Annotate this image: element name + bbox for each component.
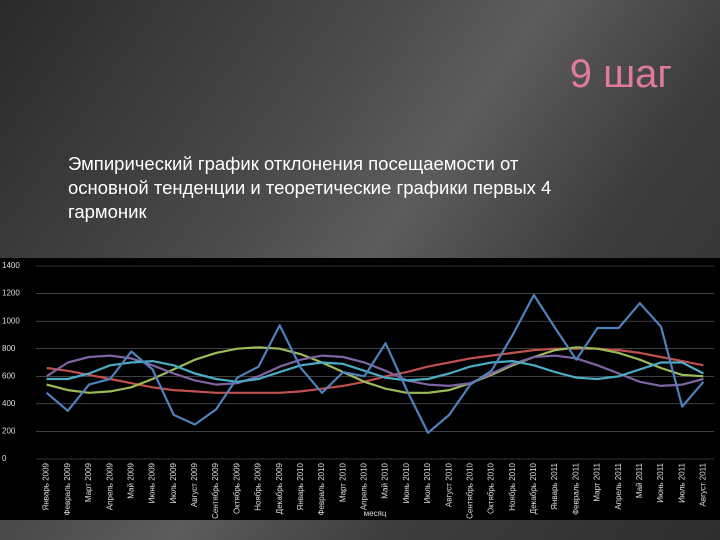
x-tick-label: Сентябрь 2009 (211, 462, 220, 518)
series-line (45, 293, 705, 434)
x-tick-label: Май 2009 (126, 462, 135, 498)
y-tick-label: 200 (2, 427, 16, 436)
x-tick-label: Июль 2010 (423, 462, 432, 503)
subtitle-line: Эмпирический график отклонения посещаемо… (68, 153, 519, 174)
x-tick-label: Ноябрь 2009 (254, 462, 263, 510)
x-tick-label: Июнь 2011 (656, 462, 665, 502)
x-tick-label: Март 2010 (338, 462, 347, 502)
y-tick-label: 800 (2, 344, 16, 353)
x-tick-label: Февраль 2010 (317, 462, 326, 515)
x-tick-label: Сентябрь 2010 (465, 462, 474, 518)
subtitle-line: гармоник (68, 201, 147, 222)
x-tick-label: Январь 2009 (42, 462, 51, 510)
x-tick-label: Май 2011 (635, 462, 644, 498)
x-tick-label: Апрель 2009 (105, 462, 114, 510)
subtitle-line: основной тенденции и теоретические графи… (68, 177, 552, 198)
y-tick-label: 1000 (2, 316, 20, 325)
x-tick-label: Октябрь 2010 (487, 462, 496, 514)
x-tick-label: Декабрь 2009 (275, 462, 284, 514)
x-tick-label: Май 2010 (381, 462, 390, 498)
x-tick-label: Июль 2011 (677, 462, 686, 502)
x-tick-label: Ноябрь 2010 (508, 462, 517, 510)
y-tick-label: 0 (2, 454, 7, 463)
x-tick-label: Август 2011 (699, 462, 708, 506)
x-tick-label: Июнь 2010 (402, 462, 411, 503)
x-tick-label: Июнь 2009 (148, 462, 157, 503)
x-tick-label: Январь 2010 (296, 462, 305, 510)
x-tick-label: Июль 2009 (169, 462, 178, 503)
series-line (46, 360, 704, 383)
x-tick-label: Апрель 2011 (614, 462, 623, 509)
x-tick-label: Февраль 2009 (63, 462, 72, 515)
x-tick-label: Январь 2011 (550, 462, 559, 509)
x-tick-label: Декабрь 2010 (529, 462, 538, 514)
y-tick-label: 1400 (2, 261, 20, 270)
x-tick-label: Февраль 2011 (571, 462, 580, 514)
y-tick-label: 600 (2, 371, 16, 380)
x-tick-label: Март 2009 (84, 462, 93, 502)
x-tick-label: Март 2011 (593, 462, 602, 501)
x-tick-label: Апрель 2010 (360, 462, 369, 510)
y-tick-label: 1200 (2, 289, 20, 298)
x-tick-label: Август 2010 (444, 462, 453, 507)
series-line (45, 354, 704, 387)
subtitle: Эмпирический график отклонения посещаемо… (68, 152, 551, 224)
y-tick-label: 400 (2, 399, 16, 408)
x-axis-title: месяц (364, 509, 387, 518)
x-tick-label: Август 2009 (190, 462, 199, 507)
x-tick-label: Октябрь 2009 (232, 462, 241, 514)
slide-title: 9 шаг (569, 52, 672, 96)
